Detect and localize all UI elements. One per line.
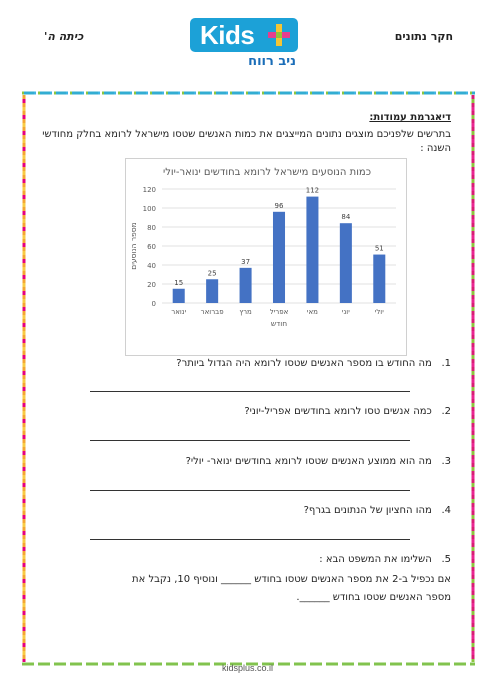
grade-label: כיתה ה' — [44, 30, 84, 43]
question-number: 5. — [441, 554, 451, 565]
data-label: 15 — [174, 279, 183, 287]
answer-line-1[interactable] — [90, 391, 410, 392]
y-tick-label: 20 — [147, 281, 156, 289]
bar — [272, 211, 286, 303]
bar — [339, 223, 352, 303]
chart-title: כמות הנוסעים מישראל לרומא בחודשים ינואר-… — [163, 167, 371, 178]
question-text: כמה אנשים טסו לרומא בחודשים אפריל-יוני? — [244, 406, 432, 417]
question-2: 2. כמה אנשים טסו לרומא בחודשים אפריל-יונ… — [244, 405, 451, 419]
bar-chart-svg: כמות הנוסעים מישראל לרומא בחודשים ינואר-… — [129, 167, 396, 328]
footer-url: kidsplus.co.il — [221, 663, 274, 673]
x-tick-label: פברואר — [201, 308, 224, 316]
y-tick-label: 40 — [147, 262, 156, 270]
y-axis-label: מספר הנוסעים — [129, 222, 138, 269]
data-label: 112 — [306, 187, 319, 195]
worksheet-topic: חקר נתונים — [394, 30, 453, 43]
plus-icon — [268, 24, 290, 46]
bar — [206, 279, 219, 303]
kids-logo: Kids ניב רווח — [190, 18, 300, 70]
bar — [172, 288, 185, 303]
bar — [373, 254, 386, 303]
bar-chart: כמות הנוסעים מישראל לרומא בחודשים ינואר-… — [125, 158, 407, 356]
y-tick-label: 0 — [152, 300, 156, 308]
question-3: 3. מה הוא ממוצע האנשים שטסו לרומא בחודשי… — [186, 455, 451, 469]
data-label: 96 — [275, 202, 284, 210]
logo-word: Kids — [200, 20, 255, 50]
data-label: 37 — [241, 258, 250, 266]
answer-line-4[interactable] — [90, 539, 410, 540]
y-tick-label: 100 — [143, 205, 156, 213]
y-tick-label: 60 — [147, 243, 156, 251]
x-tick-label: יולי — [375, 308, 384, 316]
y-tick-label: 80 — [147, 224, 156, 232]
intro-text: בתרשים שלפניכם מוצגים נתונים המייצגים את… — [42, 129, 451, 154]
logo-subtitle: ניב רווח — [248, 54, 296, 69]
y-tick-label: 120 — [143, 186, 156, 194]
x-tick-label: אפריל — [270, 308, 289, 316]
x-tick-label: מרץ — [239, 308, 252, 316]
question-4: 4. מהו החציון של הנתונים בגרף? — [304, 504, 451, 518]
x-tick-label: מאי — [307, 308, 318, 316]
question-text: מהו החציון של הנתונים בגרף? — [303, 505, 432, 516]
x-tick-label: ינואר — [171, 308, 186, 316]
answer-line-2[interactable] — [90, 440, 410, 441]
question-1: 1. מה החודש בו מספר האנשים שטסו לרומא הי… — [176, 357, 451, 371]
question-number: 4. — [441, 505, 451, 516]
question-5-sentence-line-2: מספר האנשים שטסו בחודש ______. — [296, 592, 451, 603]
bar — [306, 196, 319, 303]
question-number: 1. — [441, 358, 451, 369]
bar — [239, 267, 252, 303]
question-text: מה הוא ממוצע האנשים שטסו לרומא בחודשים י… — [185, 456, 432, 467]
data-label: 84 — [341, 213, 350, 221]
question-5-sentence-line-1: אם נכפיל ב-2 את מספר האנשים שטסו בחודש _… — [132, 574, 451, 585]
answer-line-3[interactable] — [90, 490, 410, 491]
question-number: 3. — [441, 456, 451, 467]
x-axis-label: חודש — [271, 319, 287, 328]
question-number: 2. — [441, 406, 451, 417]
question-5: 5. השלימו את המשפט הבא : — [319, 553, 451, 567]
section-title: דיאגרמת עמודות: — [369, 112, 451, 123]
data-label: 51 — [375, 245, 384, 253]
question-text: מה החודש בו מספר האנשים שטסו לרומא היה ה… — [176, 358, 432, 369]
question-text: השלימו את המשפט הבא : — [319, 554, 432, 565]
x-tick-label: יוני — [342, 308, 350, 316]
data-label: 25 — [208, 269, 217, 277]
